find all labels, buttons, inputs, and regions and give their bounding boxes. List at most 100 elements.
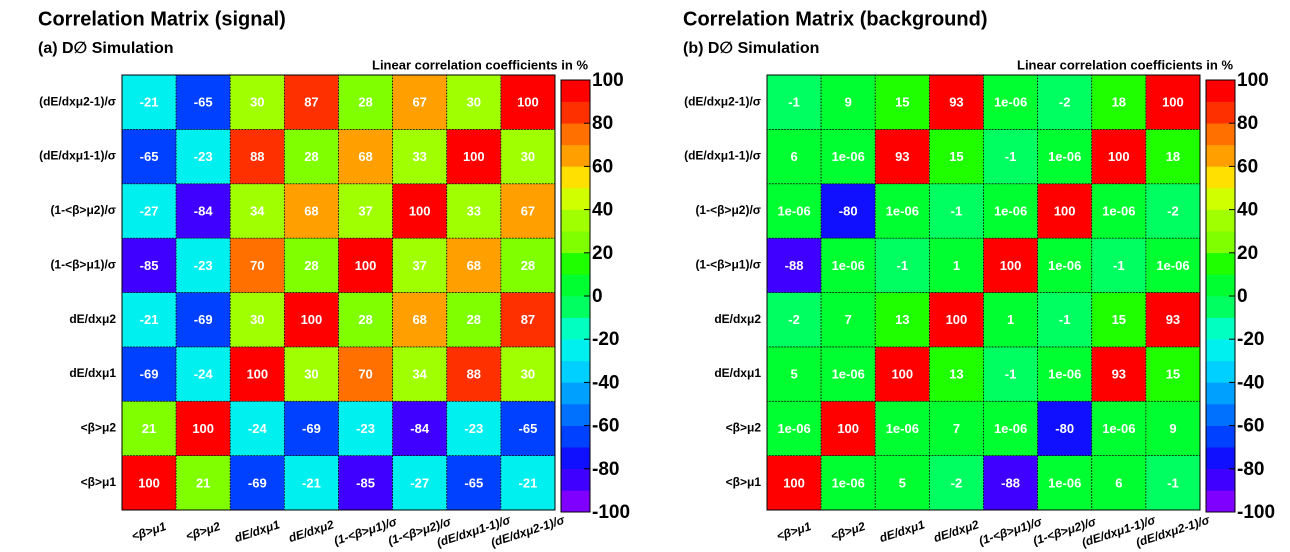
cell-label: -65	[140, 149, 159, 164]
colorbar-swatch	[1206, 404, 1235, 426]
colorbar-swatch	[561, 447, 590, 470]
cell	[874, 346, 930, 402]
cell	[820, 237, 876, 293]
cell-label: 100	[1108, 149, 1130, 164]
chart-title: Correlation Matrix (signal)	[38, 8, 286, 30]
colorbar-swatch	[561, 468, 590, 491]
colorbar-swatch	[1206, 317, 1235, 340]
cell-label: 100	[1000, 258, 1022, 273]
cell	[500, 237, 556, 293]
cell-label: 9	[1169, 421, 1176, 436]
cell-label: 1e-06	[832, 475, 865, 490]
cell-label: 30	[521, 149, 535, 164]
cell	[338, 400, 394, 457]
cell-label: 1e-06	[1048, 475, 1081, 490]
cell	[820, 74, 876, 130]
cell-label: 1	[1007, 312, 1014, 327]
cell	[338, 128, 394, 185]
cell-label: 13	[895, 312, 909, 327]
colorbar-tick-label: -80	[592, 459, 619, 480]
cell-label: 37	[358, 203, 372, 218]
y-tick-label: <β>μ2	[726, 421, 762, 435]
cell	[392, 128, 448, 185]
cell-label: 100	[1054, 203, 1076, 218]
cell	[338, 346, 394, 402]
cell-label: -80	[839, 203, 858, 218]
cell	[392, 74, 448, 130]
cell-label: 93	[1166, 312, 1180, 327]
cell-label: 6	[1115, 475, 1122, 490]
cell-label: 1e-06	[994, 421, 1027, 436]
cell-label: -65	[519, 421, 538, 436]
colorbar-swatch	[1206, 360, 1235, 383]
cell	[283, 346, 339, 402]
cell-label: 100	[463, 149, 485, 164]
cell	[928, 128, 984, 185]
cell-label: 68	[304, 203, 318, 218]
cell-label: 87	[521, 312, 535, 327]
colorbar-tick-label: -100	[592, 502, 630, 523]
colorbar-swatch	[1206, 339, 1235, 362]
y-tick-label: dE/dxμ1	[69, 366, 116, 380]
cell	[392, 183, 448, 239]
cell-label: -1	[1059, 312, 1071, 327]
cell	[338, 183, 394, 239]
x-tick-label: dE/dxμ1	[233, 517, 282, 545]
colorbar-swatch	[1206, 425, 1235, 448]
colorbar-tick-label: -100	[1237, 502, 1275, 523]
cell	[766, 128, 822, 185]
cell-label: -1	[1113, 258, 1125, 273]
cell-label: 28	[304, 258, 318, 273]
cell	[175, 346, 231, 402]
cell-label: 30	[521, 367, 535, 382]
colorbar-tick-label: 100	[1237, 70, 1269, 91]
colorbar-label: Linear correlation coefficients in %	[1017, 57, 1233, 72]
cell-label: 100	[946, 312, 968, 327]
cell-label: 1	[953, 258, 960, 273]
cell	[121, 455, 177, 511]
cell	[820, 346, 876, 402]
cell	[1037, 183, 1093, 239]
colorbar-swatch	[1206, 123, 1235, 146]
cell	[820, 183, 876, 239]
cell	[1145, 400, 1201, 457]
colorbar-tick-label: -40	[592, 372, 619, 393]
cell-label: 37	[412, 258, 426, 273]
cell-label: 70	[250, 258, 264, 273]
colorbar-swatch	[561, 144, 590, 167]
cell-label: 5	[790, 367, 797, 382]
colorbar-tick-label: -80	[1237, 459, 1264, 480]
colorbar-swatch	[561, 317, 590, 340]
cell	[928, 455, 984, 511]
cell	[338, 292, 394, 348]
x-tick-label: dE/dxμ2	[287, 517, 336, 545]
cell	[766, 400, 822, 457]
cell-label: -23	[356, 421, 375, 436]
cell-label: -69	[140, 367, 159, 382]
cell	[446, 346, 502, 402]
cell	[1145, 346, 1201, 402]
cell	[175, 74, 231, 130]
cell-label: 28	[358, 312, 372, 327]
colorbar-tick-label: 20	[1237, 243, 1258, 264]
colorbar-swatch	[1206, 166, 1235, 189]
colorbar-tick-label: 0	[592, 286, 603, 307]
colorbar-swatch	[561, 166, 590, 189]
colorbar-tick-label: 100	[592, 70, 624, 91]
colorbar-tick-label: 0	[1237, 286, 1248, 307]
cell-label: 21	[196, 475, 210, 490]
cell	[338, 237, 394, 293]
cell-label: 88	[467, 367, 481, 382]
cell-label: -23	[194, 149, 213, 164]
cell-label: 100	[409, 203, 431, 218]
cell	[392, 455, 448, 511]
y-tick-label: dE/dxμ2	[714, 312, 761, 326]
colorbar-swatch	[561, 231, 590, 254]
cell	[1037, 128, 1093, 185]
cell	[928, 400, 984, 457]
cell	[1145, 128, 1201, 185]
cell-label: -21	[302, 475, 321, 490]
chart-title: Correlation Matrix (background)	[683, 8, 987, 30]
cell	[338, 74, 394, 130]
cell	[121, 292, 177, 348]
